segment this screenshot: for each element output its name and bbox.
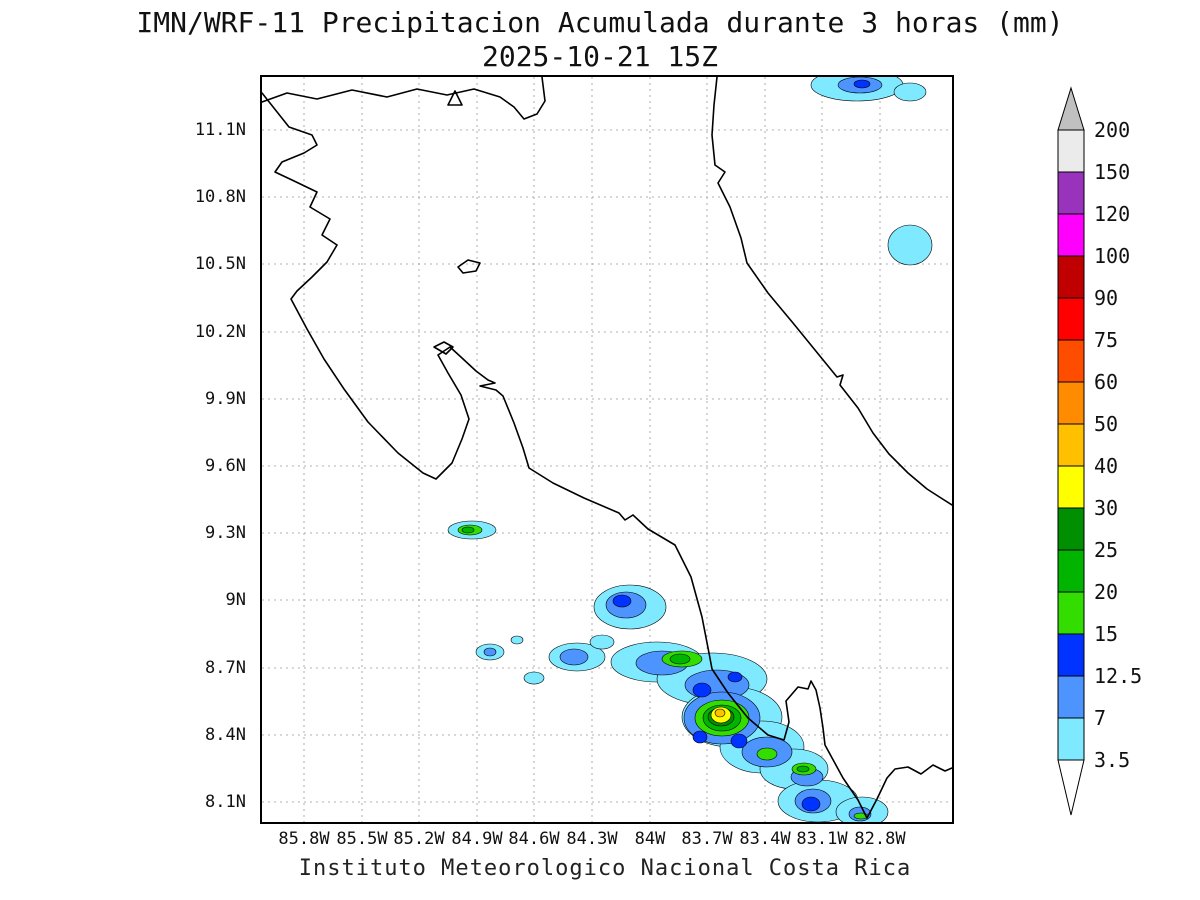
colorbar-tick-label: 120 [1094, 202, 1131, 226]
colorbar-tick-label: 20 [1094, 580, 1119, 604]
colorbar-tick-label: 200 [1094, 118, 1131, 142]
y-tick-label: 9N [225, 590, 246, 610]
x-tick-label: 83.7W [681, 829, 733, 849]
colorbar-tick-label: 50 [1094, 412, 1119, 436]
x-tick-label: 84.9W [451, 829, 503, 849]
colorbar-canvas [1057, 86, 1085, 816]
plot-subtitle: 2025-10-21 15Z [481, 40, 718, 73]
x-tick-label: 83.4W [739, 829, 791, 849]
x-axis-labels: 85.8W 85.5W 85.2W 84.9W 84.6W 84.3W 84W 83.7W 83… [262, 826, 952, 852]
x-tick-label: 85.2W [393, 829, 445, 849]
colorbar-tick-label: 90 [1094, 286, 1119, 310]
y-tick-label: 11.1N [194, 120, 246, 140]
colorbar [1050, 85, 1110, 829]
y-tick-label: 8.4N [205, 725, 246, 745]
colorbar-tick-label: 40 [1094, 454, 1119, 478]
y-tick-label: 9.9N [205, 389, 246, 409]
colorbar-tick-label: 15 [1094, 622, 1119, 646]
precipitation-contours [447, 77, 933, 822]
y-axis-labels: 11.1N 10.8N 10.5N 10.2N 9.9N 9.6N 9.3N 9N 8.7N 8.… [100, 77, 252, 822]
colorbar-labels: 200 150 120 100 90 75 60 50 40 30 25 20 15 12.5 7 3.5 [1094, 85, 1174, 830]
colorbar-tick-label: 12.5 [1094, 664, 1143, 688]
map-plot-area [260, 75, 954, 824]
x-tick-label: 84.6W [508, 829, 560, 849]
y-tick-label: 8.7N [205, 658, 246, 678]
plot-title: IMN/WRF-11 Precipitacion Acumulada duran… [136, 6, 1064, 39]
colorbar-tick-label: 7 [1094, 706, 1107, 730]
colorbar-tick-label: 100 [1094, 244, 1131, 268]
y-tick-label: 10.2N [194, 322, 246, 342]
y-tick-label: 9.3N [205, 523, 246, 543]
colorbar-tick-label: 60 [1094, 370, 1119, 394]
coastline [262, 77, 952, 819]
y-tick-label: 8.1N [205, 792, 246, 812]
x-tick-label: 84W [634, 829, 666, 849]
colorbar-tick-label: 75 [1094, 328, 1119, 352]
footer-credit: Instituto Meteorologico Nacional Costa R… [298, 856, 912, 881]
gridlines [262, 77, 952, 822]
colorbar-tick-label: 30 [1094, 496, 1119, 520]
y-tick-label: 10.5N [194, 254, 246, 274]
x-tick-label: 84.3W [566, 829, 618, 849]
y-tick-label: 10.8N [194, 187, 246, 207]
x-tick-label: 83.1W [796, 829, 848, 849]
x-tick-label: 85.8W [278, 829, 330, 849]
x-tick-label: 82.8W [854, 829, 906, 849]
colorbar-tick-label: 25 [1094, 538, 1119, 562]
colorbar-tick-label: 3.5 [1094, 748, 1131, 772]
x-tick-label: 85.5W [336, 829, 388, 849]
y-tick-label: 9.6N [205, 456, 246, 476]
colorbar-tick-label: 150 [1094, 160, 1131, 184]
map-canvas [262, 77, 952, 822]
